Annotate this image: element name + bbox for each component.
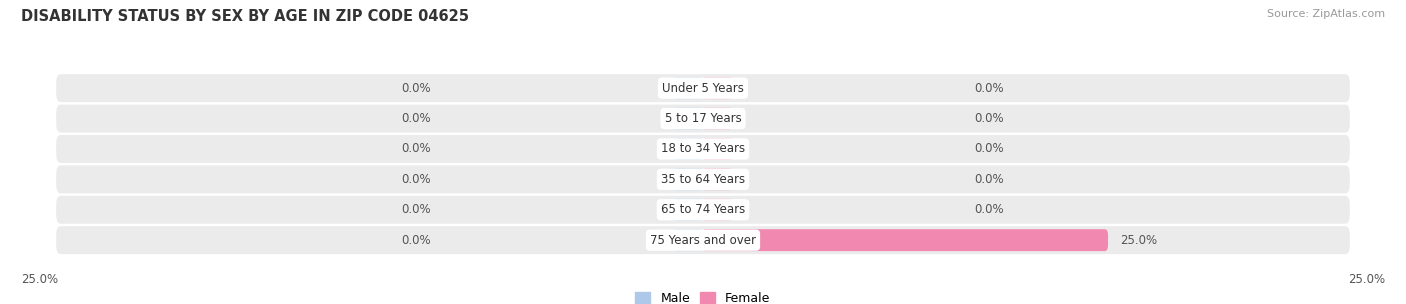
FancyBboxPatch shape: [702, 199, 733, 221]
Text: 35 to 64 Years: 35 to 64 Years: [661, 173, 745, 186]
Text: 5 to 17 Years: 5 to 17 Years: [665, 112, 741, 125]
Text: Under 5 Years: Under 5 Years: [662, 82, 744, 95]
FancyBboxPatch shape: [56, 226, 1350, 254]
Legend: Male, Female: Male, Female: [636, 292, 770, 304]
FancyBboxPatch shape: [673, 199, 704, 221]
FancyBboxPatch shape: [56, 74, 1350, 102]
Text: 75 Years and over: 75 Years and over: [650, 234, 756, 247]
Text: 0.0%: 0.0%: [402, 234, 432, 247]
FancyBboxPatch shape: [673, 229, 704, 251]
FancyBboxPatch shape: [673, 77, 704, 99]
FancyBboxPatch shape: [56, 105, 1350, 133]
FancyBboxPatch shape: [673, 168, 704, 190]
Text: 25.0%: 25.0%: [1348, 273, 1385, 286]
FancyBboxPatch shape: [702, 108, 733, 130]
Text: 0.0%: 0.0%: [974, 203, 1004, 216]
FancyBboxPatch shape: [56, 135, 1350, 163]
Text: 0.0%: 0.0%: [974, 143, 1004, 155]
Text: 0.0%: 0.0%: [402, 143, 432, 155]
Text: 18 to 34 Years: 18 to 34 Years: [661, 143, 745, 155]
FancyBboxPatch shape: [702, 168, 733, 190]
Text: 0.0%: 0.0%: [974, 112, 1004, 125]
FancyBboxPatch shape: [673, 138, 704, 160]
FancyBboxPatch shape: [673, 108, 704, 130]
Text: 65 to 74 Years: 65 to 74 Years: [661, 203, 745, 216]
Text: 25.0%: 25.0%: [21, 273, 58, 286]
FancyBboxPatch shape: [702, 77, 733, 99]
FancyBboxPatch shape: [702, 138, 733, 160]
Text: 0.0%: 0.0%: [974, 82, 1004, 95]
Text: DISABILITY STATUS BY SEX BY AGE IN ZIP CODE 04625: DISABILITY STATUS BY SEX BY AGE IN ZIP C…: [21, 9, 470, 24]
Text: 0.0%: 0.0%: [402, 203, 432, 216]
Text: 0.0%: 0.0%: [402, 173, 432, 186]
Text: Source: ZipAtlas.com: Source: ZipAtlas.com: [1267, 9, 1385, 19]
Text: 0.0%: 0.0%: [402, 112, 432, 125]
FancyBboxPatch shape: [56, 196, 1350, 224]
FancyBboxPatch shape: [56, 165, 1350, 193]
Text: 0.0%: 0.0%: [402, 82, 432, 95]
Text: 25.0%: 25.0%: [1121, 234, 1157, 247]
FancyBboxPatch shape: [702, 229, 1108, 251]
Text: 0.0%: 0.0%: [974, 173, 1004, 186]
